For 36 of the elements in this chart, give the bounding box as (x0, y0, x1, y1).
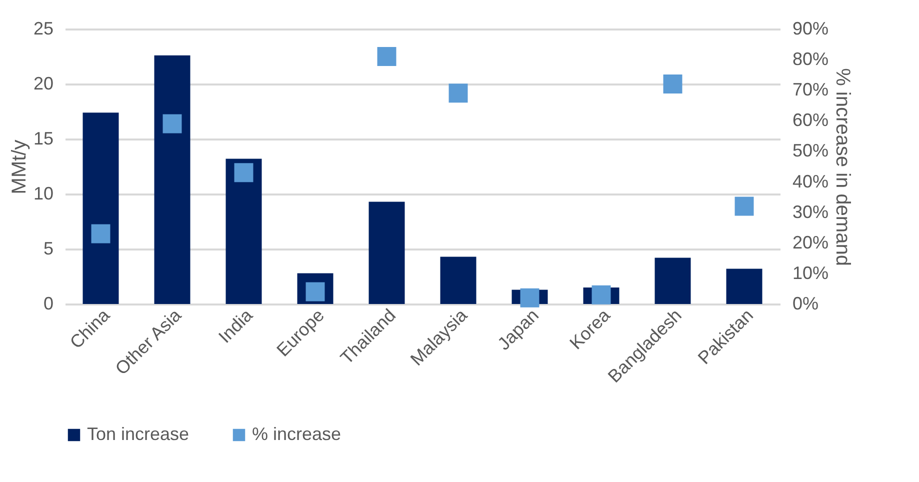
bar (82, 112, 119, 304)
y2-tick-label: 50% (792, 140, 829, 161)
y-tick-label: 25 (33, 18, 54, 38)
bar (726, 268, 762, 304)
point (734, 196, 754, 216)
y-tick-label: 20 (33, 74, 54, 94)
point (592, 285, 611, 304)
bar (654, 258, 691, 304)
y-tick-label: 5 (43, 238, 54, 258)
y-tick-label: 10 (33, 184, 54, 204)
y2-tick-label: 90% (792, 18, 829, 38)
point (663, 74, 682, 94)
y2-tick-label: 40% (792, 171, 829, 192)
point (91, 224, 110, 244)
legend-label: Ton increase (87, 424, 190, 444)
y2-tick-label: 70% (792, 80, 829, 100)
bar (226, 158, 262, 304)
point (377, 47, 396, 66)
y2-tick-label: 60% (792, 110, 829, 130)
point (234, 163, 254, 182)
y-tick-label: 15 (33, 128, 54, 148)
y2-tick-label: 30% (792, 202, 829, 222)
y2-axis-title: % increase in demand (832, 68, 854, 266)
legend-label: % increase (252, 424, 342, 444)
point (520, 288, 540, 308)
y2-tick-label: 10% (792, 262, 829, 283)
point (162, 114, 182, 134)
y2-tick-label: 0% (792, 294, 819, 314)
bar (368, 202, 405, 304)
point (448, 84, 468, 103)
y2-tick-label: 20% (792, 232, 829, 252)
bar (440, 256, 476, 304)
y-tick-label: 0 (43, 294, 54, 314)
bar (154, 55, 190, 304)
y-axis-title: MMt/y (8, 140, 30, 194)
y2-tick-label: 80% (792, 49, 829, 70)
